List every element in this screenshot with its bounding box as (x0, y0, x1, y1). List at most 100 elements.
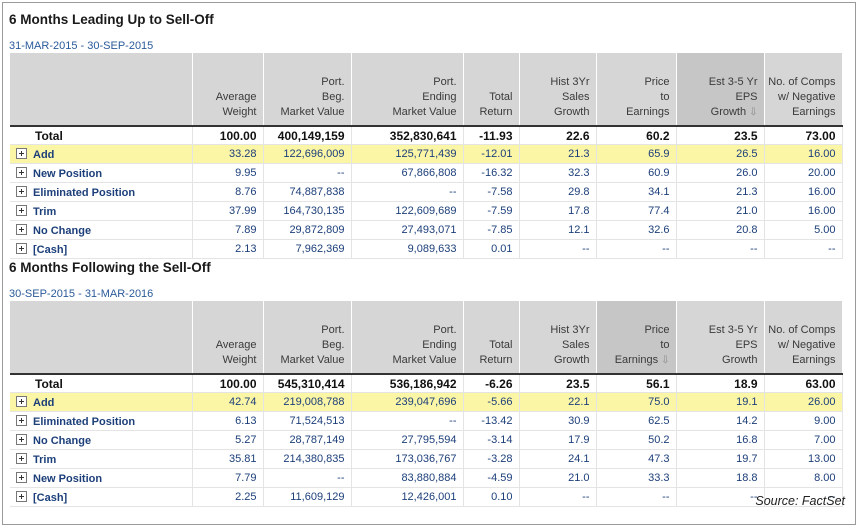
table-row[interactable]: Trim 37.99 164,730,135 122,609,689 -7.59 17.8… (10, 201, 843, 221)
sort-descending-icon[interactable]: ⇩ (749, 107, 758, 118)
column-header-text: Average (215, 91, 257, 103)
column-header-neg_earn[interactable]: No. of Comps w/ Negative Earnings (764, 53, 843, 126)
column-header-text: EPS (735, 339, 758, 351)
cell-neg_earn: 16.00 (764, 182, 843, 202)
expand-plus-icon[interactable] (16, 166, 27, 178)
cell-eps_growth: 16.8 (676, 430, 765, 450)
cell-eps_growth: 18.8 (676, 468, 765, 488)
cell-port_end: 239,047,696 (351, 392, 464, 412)
cell-avg_weight: 2.13 (192, 239, 264, 259)
column-header-text: Price (644, 76, 670, 88)
cell-sales_growth: 21.0 (519, 468, 597, 488)
cell-total_return: -12.01 (463, 144, 520, 164)
column-header-text: Est 3-5 Yr (708, 76, 758, 88)
section-title: 6 Months Following the Sell-Off (9, 260, 211, 275)
column-header-text: Earnings (792, 354, 836, 366)
column-header-sales_growth[interactable]: Hist 3Yr Sales Growth (519, 301, 597, 374)
cell-pe: 60.2 (596, 125, 677, 145)
cell-neg_earn: 8.00 (764, 468, 843, 488)
section-title: 6 Months Leading Up to Sell-Off (9, 12, 214, 27)
cell-port_beg: 71,524,513 (263, 411, 352, 431)
cell-eps_growth: 21.0 (676, 201, 765, 221)
expand-plus-icon[interactable] (16, 452, 27, 464)
cell-sales_growth: 17.9 (519, 430, 597, 450)
cell-port_beg: 7,962,369 (263, 239, 352, 259)
column-header-name (10, 53, 193, 126)
cell-sales_growth: 22.1 (519, 392, 597, 412)
cell-avg_weight: 33.28 (192, 144, 264, 164)
column-header-pe[interactable]: Price to Earnings (596, 53, 677, 126)
cell-sales_growth: 29.8 (519, 182, 597, 202)
cell-pe: 47.3 (596, 449, 677, 469)
table-row[interactable]: Eliminated Position 6.13 71,524,513 -- -13.4… (10, 411, 843, 431)
table-row[interactable]: Add 33.28 122,696,009 125,771,439 -12.01 21.3… (10, 144, 843, 164)
table-row[interactable]: No Change 7.89 29,872,809 27,493,071 -7.85 12… (10, 220, 843, 240)
column-header-port_beg[interactable]: Port. Beg. Market Value (263, 301, 352, 374)
row-label: Total (35, 376, 63, 391)
sort-descending-icon[interactable]: ⇩ (661, 355, 670, 366)
column-header-neg_earn[interactable]: No. of Comps w/ Negative Earnings (764, 301, 843, 374)
cell-sales_growth: 30.9 (519, 411, 597, 431)
cell-avg_weight: 100.00 (192, 373, 264, 393)
row-label-cell: Trim (10, 201, 193, 221)
column-header-text: Weight (222, 106, 257, 118)
column-header-text: Market Value (392, 106, 457, 118)
column-header-eps_growth[interactable]: Est 3-5 Yr EPS Growth ⇩ (676, 53, 765, 126)
column-header-avg_weight[interactable]: Average Weight (192, 301, 264, 374)
cell-pe: 34.1 (596, 182, 677, 202)
cell-total_return: 0.10 (463, 487, 520, 507)
column-header-port_end[interactable]: Port. Ending Market Value (351, 301, 464, 374)
table-row[interactable]: [Cash] 2.13 7,962,369 9,089,633 0.01 -- -- -- -- (10, 239, 843, 259)
column-header-port_end[interactable]: Port. Ending Market Value (351, 53, 464, 126)
cell-port_beg: 214,380,835 (263, 449, 352, 469)
row-label-cell: [Cash] (10, 239, 193, 259)
table-row[interactable]: Trim 35.81 214,380,835 173,036,767 -3.28 24.1… (10, 449, 843, 469)
column-header-port_beg[interactable]: Port. Beg. Market Value (263, 53, 352, 126)
expand-plus-icon[interactable] (16, 204, 27, 216)
cell-avg_weight: 7.79 (192, 468, 264, 488)
row-label-cell: Total (10, 373, 193, 393)
column-header-text: Hist 3Yr (550, 76, 590, 88)
expand-plus-icon[interactable] (16, 490, 27, 502)
expand-plus-icon[interactable] (16, 242, 27, 254)
expand-plus-icon[interactable] (16, 147, 27, 159)
cell-neg_earn: 13.00 (764, 449, 843, 469)
row-label: No Change (33, 224, 92, 237)
expand-plus-icon[interactable] (16, 471, 27, 483)
table-row[interactable]: Eliminated Position 8.76 74,887,838 -- -7.58… (10, 182, 843, 202)
column-header-text: Growth (554, 354, 590, 366)
cell-port_beg: 122,696,009 (263, 144, 352, 164)
table-row[interactable]: No Change 5.27 28,787,149 27,795,594 -3.14 17… (10, 430, 843, 450)
column-header-text: w/ Negative (778, 339, 836, 351)
column-header-text: Return (479, 106, 513, 118)
column-header-text: Market Value (280, 354, 345, 366)
table-row[interactable]: New Position 7.79 -- 83,880,884 -4.59 21.0 33.… (10, 468, 843, 488)
column-header-pe[interactable]: Price to Earnings ⇩ (596, 301, 677, 374)
table-row[interactable]: Add 42.74 219,008,788 239,047,696 -5.66 22.1 7… (10, 392, 843, 412)
cell-sales_growth: -- (519, 239, 597, 259)
column-header-text: Total (489, 91, 513, 103)
row-label: No Change (33, 434, 92, 447)
header-row: Average Weight Port. Beg. Market Value Port. E… (10, 53, 843, 126)
cell-avg_weight: 8.76 (192, 182, 264, 202)
cell-port_beg: 164,730,135 (263, 201, 352, 221)
column-header-eps_growth[interactable]: Est 3-5 Yr EPS Growth (676, 301, 765, 374)
row-label: Eliminated Position (33, 415, 136, 428)
cell-sales_growth: 24.1 (519, 449, 597, 469)
column-header-text: Earnings (626, 106, 670, 118)
expand-plus-icon[interactable] (16, 395, 27, 407)
table-row[interactable]: New Position 9.95 -- 67,866,808 -16.32 32.3 60… (10, 163, 843, 183)
column-header-total_return[interactable]: Total Return (463, 301, 520, 374)
column-header-total_return[interactable]: Total Return (463, 53, 520, 126)
column-header-text: Growth (554, 106, 590, 118)
column-header-avg_weight[interactable]: Average Weight (192, 53, 264, 126)
column-header-text: Earnings (792, 106, 836, 118)
column-header-sales_growth[interactable]: Hist 3Yr Sales Growth (519, 53, 597, 126)
cell-avg_weight: 37.99 (192, 201, 264, 221)
table-row[interactable]: [Cash] 2.25 11,609,129 12,426,001 0.10 -- -- --… (10, 487, 843, 507)
cell-total_return: -6.26 (463, 373, 520, 393)
expand-plus-icon[interactable] (16, 433, 27, 445)
expand-plus-icon[interactable] (16, 223, 27, 235)
expand-plus-icon[interactable] (16, 414, 27, 426)
expand-plus-icon[interactable] (16, 185, 27, 197)
